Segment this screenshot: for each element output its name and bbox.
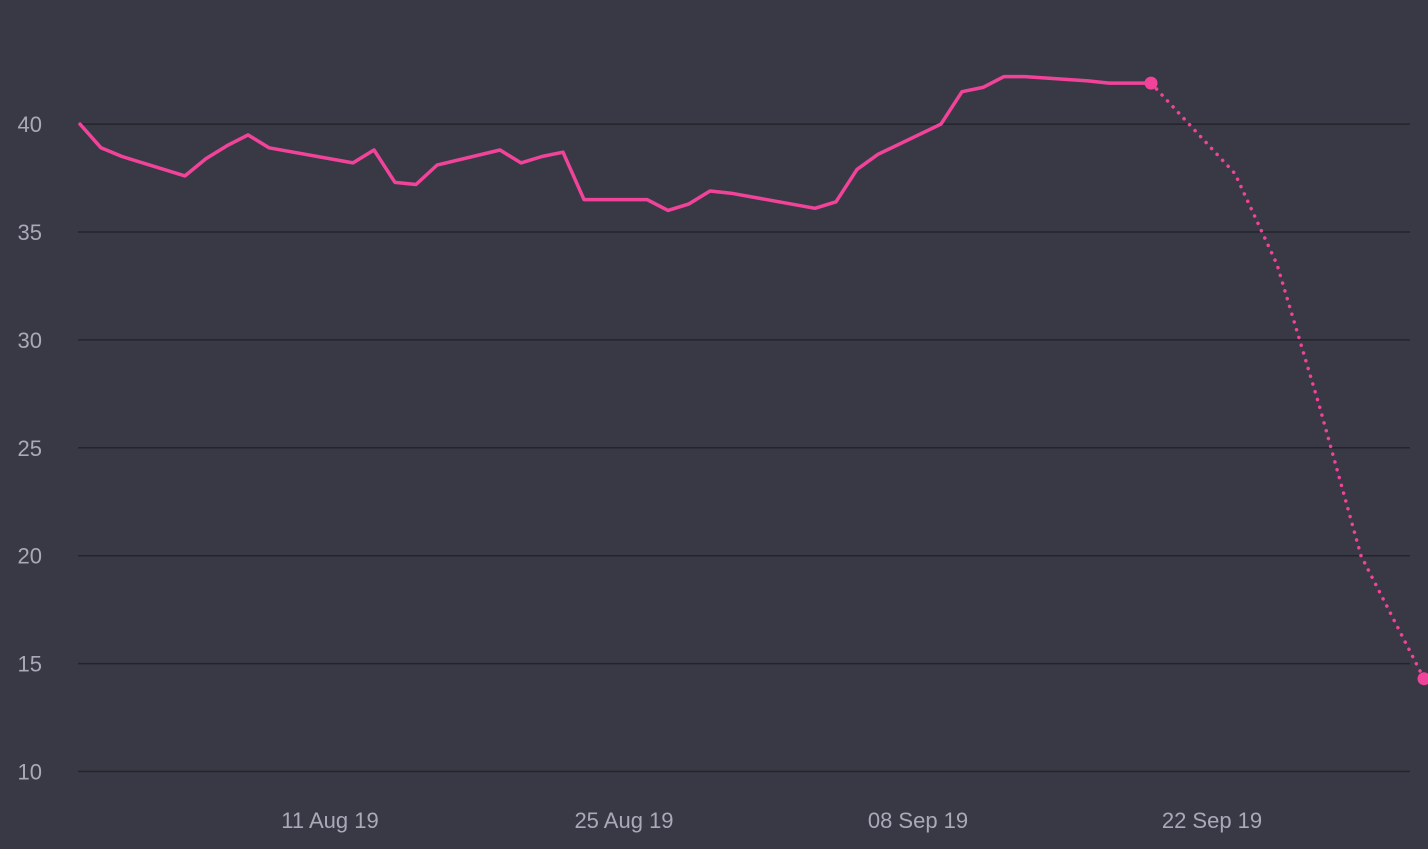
- y-tick-label: 40: [18, 112, 42, 137]
- y-tick-label: 20: [18, 544, 42, 569]
- y-tick-label: 30: [18, 328, 42, 353]
- x-axis: 11 Aug 19 25 Aug 19 08 Sep 19 22 Sep 19: [281, 808, 1262, 833]
- data-point-marker: [1144, 76, 1158, 90]
- y-tick-label: 25: [18, 436, 42, 461]
- series: [78, 74, 1426, 681]
- x-tick-label: 22 Sep 19: [1162, 808, 1262, 833]
- markers: [1144, 76, 1428, 686]
- x-tick-label: 11 Aug 19: [281, 808, 378, 833]
- data-point-marker: [1417, 672, 1428, 686]
- forecast-line: [1149, 81, 1426, 681]
- y-tick-label: 35: [18, 220, 42, 245]
- y-tick-label: 10: [18, 760, 42, 785]
- gridlines: [78, 123, 1410, 773]
- y-axis: 10 15 20 25 30 35 40: [18, 112, 42, 784]
- series-line: [78, 74, 1153, 213]
- y-tick-label: 15: [18, 652, 42, 677]
- x-tick-label: 25 Aug 19: [574, 808, 673, 833]
- x-tick-label: 08 Sep 19: [868, 808, 968, 833]
